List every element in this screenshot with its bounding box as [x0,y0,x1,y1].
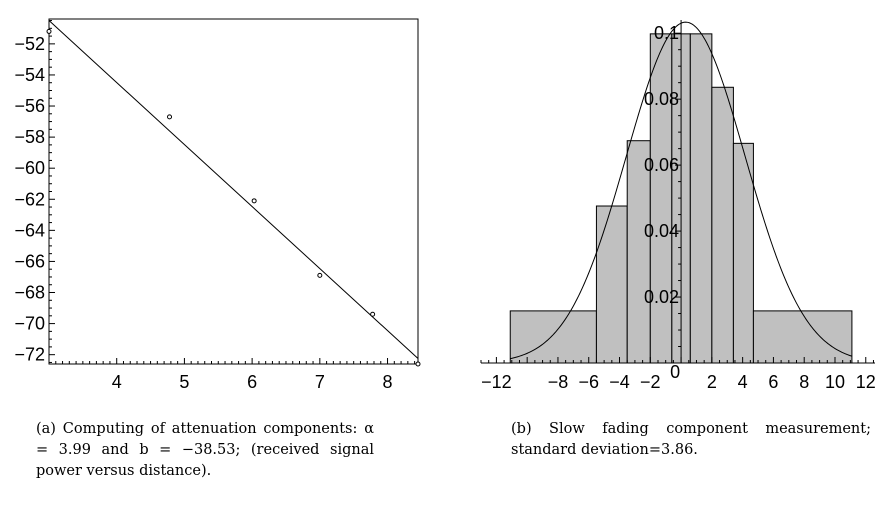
y-tick-label: 0.08 [644,89,679,109]
x-tick-label: −4 [609,372,630,392]
data-point [317,272,323,278]
y-tick-label: 0.1 [654,23,679,43]
regression-line [48,20,419,359]
x-tick-label: 6 [768,372,778,392]
y-tick-label: −72 [14,345,45,365]
data-point [415,361,421,367]
y-tick-label: −56 [14,96,45,116]
x-tick-label: −6 [578,372,599,392]
histogram-bar [649,33,673,364]
plot-b-ticks [480,32,874,363]
y-tick-label: −64 [14,220,45,240]
y-tick-label: −70 [14,314,45,334]
data-point [251,198,257,204]
x-tick-label: 10 [825,372,845,392]
x-tick-label: 6 [247,372,257,392]
histogram-bar [752,310,853,364]
measurement-points [46,28,421,367]
x-tick-label: 0 [670,362,680,382]
fading-histogram-plot: 0.02 0.04 0.06 0.08 0.1 −12 −8 −6 −4 −2 0 2 4 6 8 10 12 [480,20,875,392]
plot-b-y-tick-labels: 0.02 0.04 0.06 0.08 0.1 [644,23,679,307]
data-point [46,28,52,34]
plot-b-x-tick-labels: −12 −8 −6 −4 −2 0 2 4 6 8 10 12 [481,362,875,392]
x-tick-label: −12 [481,372,512,392]
data-point [167,114,173,120]
plot-a-ticks [49,20,416,364]
caption-b: (b) Slow fading component measurement; s… [511,421,871,458]
histogram-bars [509,33,853,364]
plot-a-y-tick-labels: −52 −54 −56 −58 −60 −62 −64 −66 −68 −70 −72 [14,34,45,365]
x-tick-label: 2 [707,372,717,392]
x-tick-label: 12 [856,372,875,392]
y-tick-label: 0.02 [644,287,679,307]
y-tick-label: −58 [14,127,45,147]
histogram-bar [689,33,713,364]
x-tick-label: −8 [548,372,569,392]
y-tick-label: −68 [14,283,45,303]
y-tick-label: −66 [14,251,45,271]
histogram-bar [711,86,734,364]
y-tick-label: −52 [14,34,45,54]
attenuation-scatter-plot: −52 −54 −56 −58 −60 −62 −64 −66 −68 −70 −72 4 5 6 7 8 [14,18,421,392]
y-tick-label: −62 [14,189,45,209]
plot-a-x-tick-labels: 4 5 6 7 8 [112,372,393,392]
histogram-bar [595,205,628,364]
y-tick-label: 0.06 [644,155,679,175]
x-tick-label: −2 [640,372,661,392]
y-tick-label: −60 [14,158,45,178]
data-point [370,311,376,317]
x-tick-label: 5 [179,372,189,392]
x-tick-label: 4 [738,372,748,392]
x-tick-label: 8 [383,372,393,392]
x-tick-label: 7 [315,372,325,392]
y-tick-label: −54 [14,65,45,85]
x-tick-label: 8 [799,372,809,392]
caption-a: (a) Computing of attenuation components:… [36,421,374,479]
y-tick-label: 0.04 [644,221,679,241]
x-tick-label: 4 [112,372,122,392]
